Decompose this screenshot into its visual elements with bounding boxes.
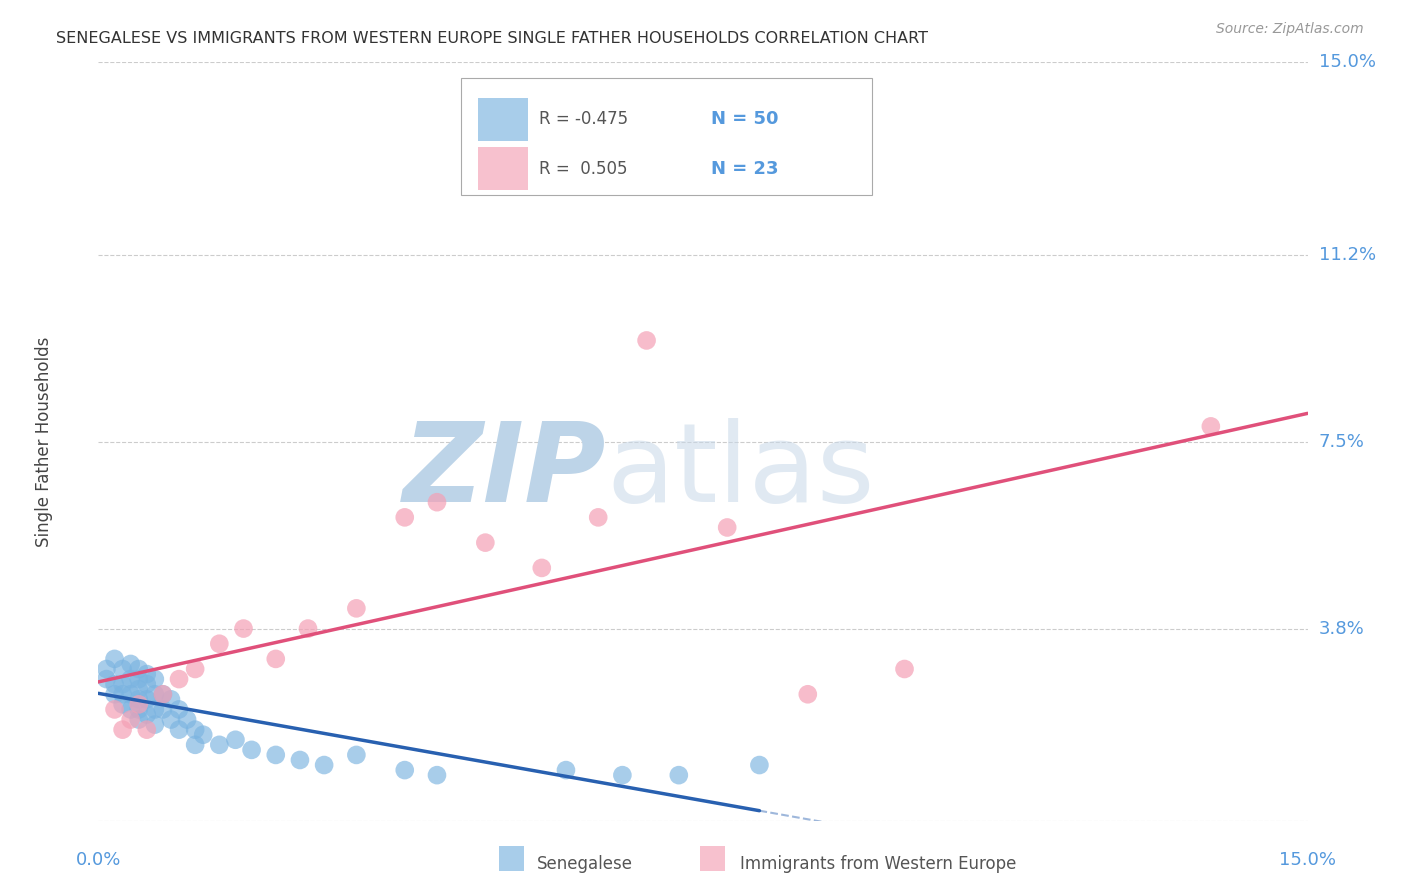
Point — [184, 662, 207, 676]
Point — [152, 687, 174, 701]
Point — [128, 672, 150, 686]
Point — [208, 738, 231, 752]
Point — [193, 728, 215, 742]
Point — [128, 698, 150, 712]
Point — [120, 672, 142, 686]
Point — [240, 743, 263, 757]
Point — [208, 637, 231, 651]
Text: SENEGALESE VS IMMIGRANTS FROM WESTERN EUROPE SINGLE FATHER HOUSEHOLDS CORRELATIO: SENEGALESE VS IMMIGRANTS FROM WESTERN EU… — [56, 31, 928, 46]
Text: 3.8%: 3.8% — [1319, 620, 1364, 638]
Point — [797, 687, 820, 701]
Point — [143, 702, 166, 716]
Text: 15.0%: 15.0% — [1279, 851, 1336, 869]
Point — [167, 672, 190, 686]
Point — [135, 677, 157, 691]
Point — [103, 652, 125, 666]
FancyBboxPatch shape — [478, 98, 527, 141]
Point — [474, 535, 496, 549]
Point — [167, 702, 190, 716]
FancyBboxPatch shape — [461, 78, 872, 195]
Point — [426, 495, 449, 509]
Point — [96, 662, 118, 676]
Point — [111, 723, 134, 737]
Point — [716, 520, 738, 534]
Text: 11.2%: 11.2% — [1319, 245, 1376, 263]
Point — [394, 510, 416, 524]
Text: 7.5%: 7.5% — [1319, 433, 1365, 450]
Point — [128, 702, 150, 716]
Point — [314, 758, 336, 772]
Point — [111, 662, 134, 676]
Point — [152, 687, 174, 701]
Point — [297, 622, 319, 636]
Point — [394, 763, 416, 777]
Point — [288, 753, 311, 767]
Point — [120, 713, 142, 727]
Point — [586, 510, 609, 524]
Point — [111, 687, 134, 701]
Point — [143, 717, 166, 731]
Point — [120, 687, 142, 701]
Point — [612, 768, 634, 782]
Point — [184, 738, 207, 752]
Text: Immigrants from Western Europe: Immigrants from Western Europe — [740, 855, 1017, 873]
Text: atlas: atlas — [606, 418, 875, 525]
Point — [636, 334, 658, 348]
Point — [135, 667, 157, 681]
Point — [103, 687, 125, 701]
Point — [160, 713, 183, 727]
Point — [1199, 419, 1222, 434]
Text: N = 23: N = 23 — [711, 160, 779, 178]
Point — [264, 747, 287, 762]
Text: Single Father Households: Single Father Households — [35, 336, 53, 547]
Point — [135, 723, 157, 737]
Text: N = 50: N = 50 — [711, 111, 779, 128]
Point — [748, 758, 770, 772]
Point — [344, 747, 367, 762]
Text: R = -0.475: R = -0.475 — [538, 111, 627, 128]
Text: Source: ZipAtlas.com: Source: ZipAtlas.com — [1216, 22, 1364, 37]
Text: 0.0%: 0.0% — [76, 851, 121, 869]
Point — [184, 723, 207, 737]
Point — [160, 692, 183, 706]
Point — [232, 622, 254, 636]
Point — [668, 768, 690, 782]
Point — [128, 692, 150, 706]
Text: Senegalese: Senegalese — [537, 855, 633, 873]
Point — [96, 672, 118, 686]
Point — [176, 713, 198, 727]
Point — [135, 692, 157, 706]
Point — [143, 672, 166, 686]
Text: ZIP: ZIP — [402, 418, 606, 525]
Text: R =  0.505: R = 0.505 — [538, 160, 627, 178]
Point — [111, 698, 134, 712]
FancyBboxPatch shape — [478, 147, 527, 190]
Point — [111, 677, 134, 691]
Point — [167, 723, 190, 737]
Point — [135, 707, 157, 722]
Point — [128, 713, 150, 727]
Point — [120, 657, 142, 671]
Point — [103, 677, 125, 691]
Point — [128, 682, 150, 697]
Point — [120, 702, 142, 716]
Point — [128, 662, 150, 676]
Text: 15.0%: 15.0% — [1319, 54, 1375, 71]
Point — [143, 687, 166, 701]
Point — [426, 768, 449, 782]
Point — [555, 763, 578, 777]
Point — [344, 601, 367, 615]
Point — [224, 732, 246, 747]
Point — [893, 662, 915, 676]
Point — [264, 652, 287, 666]
Point — [530, 561, 553, 575]
Point — [103, 702, 125, 716]
Point — [152, 702, 174, 716]
